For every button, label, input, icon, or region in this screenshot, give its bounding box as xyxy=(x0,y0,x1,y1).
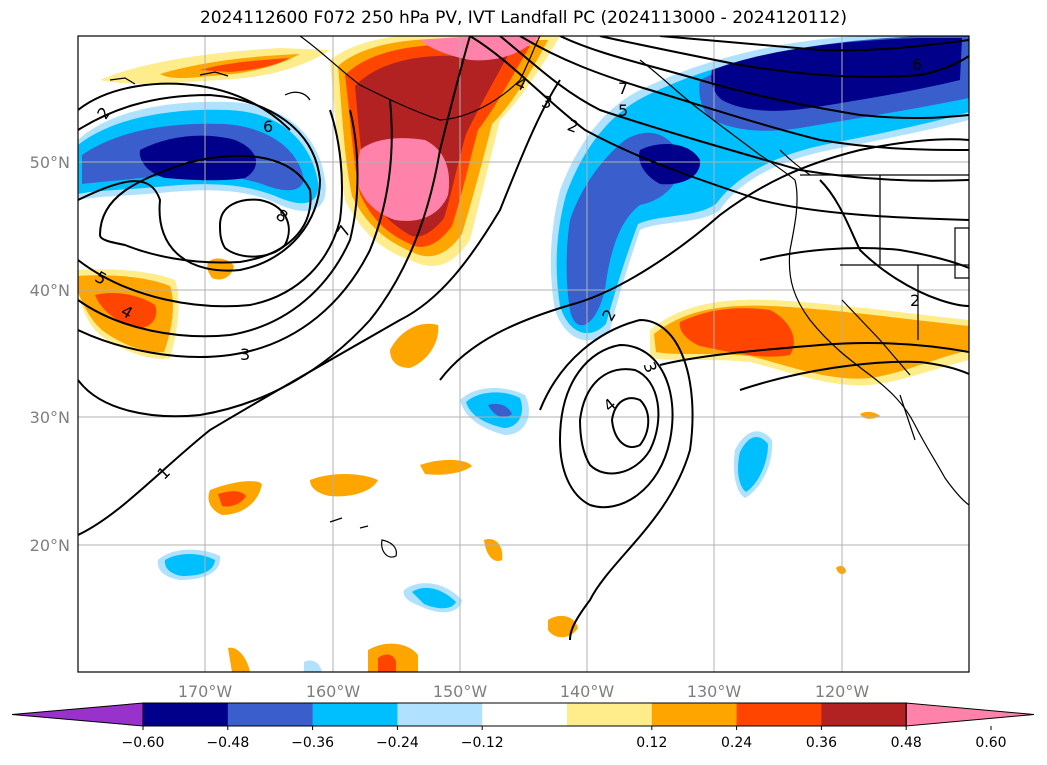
lon-tick-label: 160°W xyxy=(306,682,361,701)
colorbar-tick-label: −0.48 xyxy=(206,735,249,751)
colorbar-segment xyxy=(227,703,314,726)
lat-tick-label: 20°N xyxy=(30,536,70,555)
ivt-shading xyxy=(78,36,969,672)
colorbar-tick-label: −0.12 xyxy=(461,735,504,751)
colorbar-tick-label: 0.36 xyxy=(806,735,837,751)
colorbar-outline xyxy=(142,702,907,727)
colorbar-tick-label: −0.36 xyxy=(291,735,334,751)
colorbar-segment xyxy=(821,703,907,726)
colorbar-segment xyxy=(736,703,822,726)
map-frame xyxy=(77,35,970,673)
bc-coast xyxy=(639,59,796,181)
colorbar-tick-label: 0.60 xyxy=(975,735,1006,751)
lat-tick-labels: 50°N 40°N 30°N 20°N xyxy=(30,153,70,555)
contour-label: 5 xyxy=(618,101,628,120)
contour-label: 7 xyxy=(618,79,628,98)
colorbar-segment xyxy=(397,703,483,726)
colorbar-extend-max xyxy=(905,702,1035,727)
figure-title: 2024112600 F072 250 hPa PV, IVT Landfall… xyxy=(199,8,847,28)
west-coast-us xyxy=(788,179,969,506)
coastlines xyxy=(109,36,969,558)
contour-label: 3 xyxy=(240,345,250,364)
colorbar-segment xyxy=(143,703,229,726)
lon-tick-label: 170°W xyxy=(178,682,233,701)
contour-label: 6 xyxy=(263,117,273,136)
colorbar-segment xyxy=(482,703,568,726)
graticule xyxy=(78,36,969,672)
lon-tick-labels: 170°W 160°W 150°W 140°W 130°W 120°W xyxy=(178,682,870,701)
colorbar-segment xyxy=(567,703,653,726)
lon-tick-label: 150°W xyxy=(433,682,488,701)
lat-tick-label: 50°N xyxy=(30,153,70,172)
colorbar-tick-label: 0.48 xyxy=(891,735,922,751)
colorbar-tick-label: 0.24 xyxy=(721,735,752,751)
contour-label: 6 xyxy=(912,55,922,74)
colorbar-extend-min xyxy=(11,702,144,727)
colorbar: −0.60 −0.48 −0.36 −0.24 −0.12 0.12 0.24 0.36 0.4… xyxy=(11,702,1035,751)
colorbar-tick-label: −0.60 xyxy=(122,735,165,751)
lon-tick-label: 120°W xyxy=(815,682,870,701)
lon-tick-label: 130°W xyxy=(687,682,742,701)
contour-label: 2 xyxy=(910,291,920,310)
colorbar-tick-label: 0.12 xyxy=(636,735,667,751)
colorbar-tick-label: −0.24 xyxy=(376,735,419,751)
lat-tick-label: 40°N xyxy=(30,281,70,300)
lon-tick-label: 140°W xyxy=(560,682,615,701)
colorbar-segment xyxy=(312,703,398,726)
alaska-coast xyxy=(299,36,541,121)
colorbar-segment xyxy=(651,703,738,726)
lat-tick-label: 30°N xyxy=(30,408,70,427)
pv-contours xyxy=(78,36,969,641)
contour-label: 3 xyxy=(540,92,555,113)
